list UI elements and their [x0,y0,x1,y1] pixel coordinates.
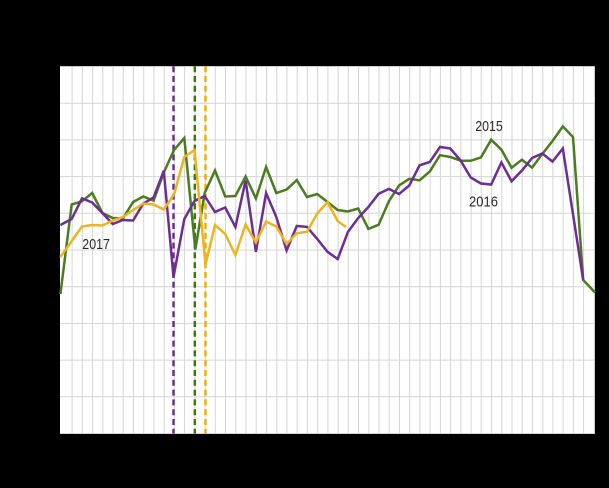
svg-text:2016: 2016 [469,194,498,211]
svg-text:2015: 2015 [475,118,503,135]
svg-text:2017: 2017 [82,236,110,253]
